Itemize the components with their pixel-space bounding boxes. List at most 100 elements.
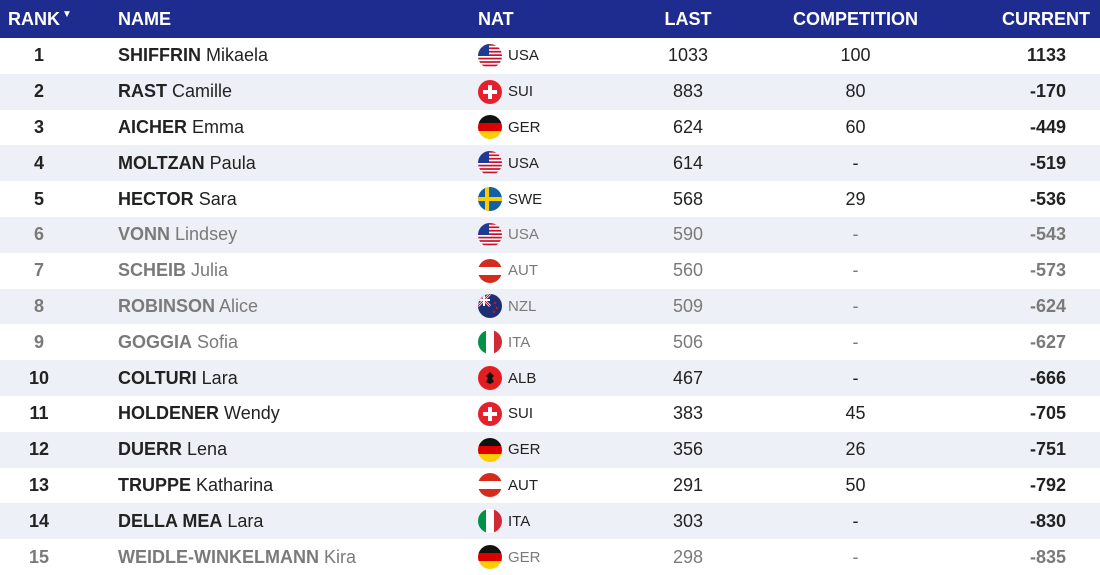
table-row[interactable]: 5 HECTOR Sara SWE 568 29 -536 — [0, 181, 1100, 217]
athlete-first-name: Lindsey — [175, 224, 238, 245]
competition-points-cell: 60 — [845, 116, 866, 137]
rank-column-header[interactable]: RANK ▼ — [0, 9, 78, 30]
usa-flag-icon — [478, 151, 502, 176]
competition-column-header[interactable]: COMPETITION — [793, 8, 918, 29]
last-points-cell: 568 — [672, 188, 704, 209]
nation-cell: SUI — [438, 401, 628, 426]
nation-cell: SWE — [438, 187, 628, 212]
current-points-cell: -705 — [1029, 403, 1066, 424]
athlete-last-name: DELLA MEA — [118, 510, 223, 531]
athlete-last-name: SHIFFRIN — [118, 45, 201, 66]
athlete-name-cell[interactable]: DUERR Lena — [78, 439, 438, 460]
athlete-name-cell[interactable]: COLTURI Lara — [78, 368, 438, 389]
table-row[interactable]: 13 TRUPPE Katharina AUT 291 50 -792 — [0, 467, 1100, 504]
table-body: 1 SHIFFRIN Mikaela USA 1033 100 1133 2 RAST Cam… — [0, 38, 1100, 575]
competition-points-cell: - — [852, 260, 859, 281]
current-points-cell: -792 — [1029, 474, 1066, 495]
athlete-last-name: HECTOR — [118, 188, 194, 209]
athlete-name-cell[interactable]: WEIDLE-WINKELMANN Kira — [78, 547, 438, 568]
athlete-name-cell[interactable]: ROBINSON Alice — [78, 296, 438, 317]
competition-points-cell: - — [852, 224, 859, 245]
nation-cell: SUI — [438, 79, 628, 104]
athlete-first-name: Paula — [209, 152, 256, 173]
nation-cell: USA — [438, 43, 628, 68]
athlete-name-cell[interactable]: DELLA MEA Lara — [78, 511, 438, 532]
table-row[interactable]: 7 SCHEIB Julia AUT 560 - -573 — [0, 252, 1100, 289]
athlete-last-name: WEIDLE-WINKELMANN — [118, 546, 319, 567]
rank-cell: 5 — [33, 188, 44, 209]
athlete-name-cell[interactable]: TRUPPE Katharina — [78, 475, 438, 496]
table-row[interactable]: 1 SHIFFRIN Mikaela USA 1033 100 1133 — [0, 38, 1100, 74]
table-row[interactable]: 8 ROBINSON Alice NZL 509 - -624 — [0, 288, 1100, 325]
athlete-name-cell[interactable]: HOLDENER Wendy — [78, 403, 438, 424]
athlete-last-name: HOLDENER — [118, 403, 220, 424]
competition-points-cell: - — [852, 152, 859, 173]
aut-flag-icon — [478, 473, 502, 498]
last-points-cell: 614 — [672, 152, 704, 173]
ita-flag-icon — [478, 330, 502, 355]
athlete-last-name: MOLTZAN — [118, 152, 205, 173]
current-points-cell: -449 — [1029, 116, 1066, 137]
nation-code: AUT — [508, 476, 538, 494]
last-points-cell: 356 — [672, 439, 704, 460]
athlete-last-name: DUERR — [118, 439, 183, 460]
nation-code: GER — [508, 118, 541, 136]
table-row[interactable]: 9 GOGGIA Sofia ITA 506 - -627 — [0, 324, 1100, 361]
ger-flag-icon — [478, 115, 502, 140]
table-row[interactable]: 10 COLTURI Lara ALB 467 - -666 — [0, 360, 1100, 396]
sui-flag-icon — [478, 401, 502, 426]
ger-flag-icon — [478, 437, 502, 462]
name-column-header[interactable]: NAME — [118, 8, 171, 29]
table-row[interactable]: 14 DELLA MEA Lara ITA 303 - -830 — [0, 503, 1100, 540]
table-row[interactable]: 3 AICHER Emma GER 624 60 -449 — [0, 109, 1100, 146]
athlete-last-name: RAST — [118, 81, 167, 102]
rank-cell: 11 — [29, 403, 49, 424]
athlete-name-cell[interactable]: SCHEIB Julia — [78, 260, 438, 281]
last-points-cell: 467 — [672, 367, 704, 388]
current-points-cell: -519 — [1029, 152, 1066, 173]
table-row[interactable]: 11 HOLDENER Wendy SUI 383 45 -705 — [0, 395, 1100, 432]
rank-cell: 8 — [33, 295, 44, 316]
table-row[interactable]: 15 WEIDLE-WINKELMANN Kira GER 298 - -835 — [0, 539, 1100, 575]
athlete-name-cell[interactable]: MOLTZAN Paula — [78, 153, 438, 174]
table-row[interactable]: 6 VONN Lindsey USA 590 - -543 — [0, 216, 1100, 253]
athlete-name-cell[interactable]: HECTOR Sara — [78, 189, 438, 210]
athlete-first-name: Kira — [324, 546, 357, 567]
competition-points-cell: 45 — [845, 403, 866, 424]
athlete-first-name: Lara — [227, 510, 264, 531]
current-points-cell: -666 — [1029, 367, 1066, 388]
competition-points-cell: 80 — [845, 81, 866, 102]
current-column-header[interactable]: CURRENT — [1002, 8, 1090, 29]
athlete-first-name: Alice — [219, 295, 259, 316]
athlete-name-cell[interactable]: VONN Lindsey — [78, 224, 438, 245]
athlete-first-name: Wendy — [224, 403, 280, 424]
nation-cell: AUT — [438, 258, 628, 283]
athlete-name-cell[interactable]: GOGGIA Sofia — [78, 332, 438, 353]
last-column-header[interactable]: LAST — [664, 8, 712, 29]
athlete-name-cell[interactable]: SHIFFRIN Mikaela — [78, 45, 438, 66]
current-points-cell: -624 — [1029, 295, 1066, 316]
table-row[interactable]: 4 MOLTZAN Paula USA 614 - -519 — [0, 145, 1100, 182]
competition-points-cell: - — [852, 331, 859, 352]
sort-down-icon[interactable]: ▼ — [62, 8, 72, 20]
rank-cell: 13 — [28, 474, 50, 495]
rank-cell: 2 — [33, 81, 44, 102]
nation-code: ITA — [508, 512, 531, 530]
athlete-name-cell[interactable]: AICHER Emma — [78, 117, 438, 138]
nat-column-header[interactable]: NAT — [478, 8, 514, 29]
athlete-last-name: VONN — [118, 224, 171, 245]
nation-code: USA — [508, 226, 539, 244]
rank-cell: 10 — [28, 367, 50, 388]
rank-cell: 14 — [28, 510, 50, 531]
last-points-cell: 624 — [672, 116, 704, 137]
competition-points-cell: 50 — [845, 474, 866, 495]
athlete-name-cell[interactable]: RAST Camille — [78, 81, 438, 102]
nation-cell: GER — [438, 437, 628, 462]
last-points-cell: 291 — [672, 474, 704, 495]
table-row[interactable]: 2 RAST Camille SUI 883 80 -170 — [0, 73, 1100, 110]
competition-points-cell: 29 — [845, 188, 866, 209]
table-row[interactable]: 12 DUERR Lena GER 356 26 -751 — [0, 431, 1100, 468]
rank-header-label: RANK — [8, 8, 60, 29]
last-points-cell: 883 — [672, 81, 704, 102]
athlete-first-name: Camille — [172, 81, 233, 102]
